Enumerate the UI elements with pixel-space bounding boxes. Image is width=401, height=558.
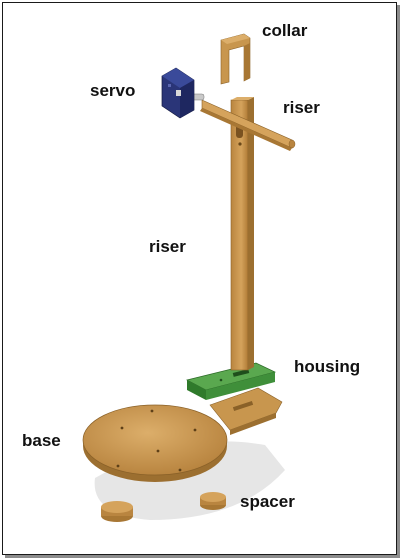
spacer-left bbox=[101, 501, 133, 522]
label-base: base bbox=[22, 431, 61, 450]
label-servo: servo bbox=[90, 81, 136, 100]
label-housing: housing bbox=[294, 357, 361, 376]
label-riser-mid: riser bbox=[149, 237, 186, 256]
label-spacer: spacer bbox=[240, 492, 295, 511]
servo-motor bbox=[161, 67, 195, 119]
base-plate bbox=[82, 387, 283, 482]
riser-arm bbox=[200, 99, 296, 151]
label-collar: collar bbox=[262, 21, 308, 40]
collar-bracket bbox=[220, 33, 251, 85]
housing-block bbox=[186, 362, 277, 400]
spacer-right bbox=[200, 492, 226, 510]
label-riser-top: riser bbox=[283, 98, 320, 117]
riser-post bbox=[230, 97, 254, 371]
